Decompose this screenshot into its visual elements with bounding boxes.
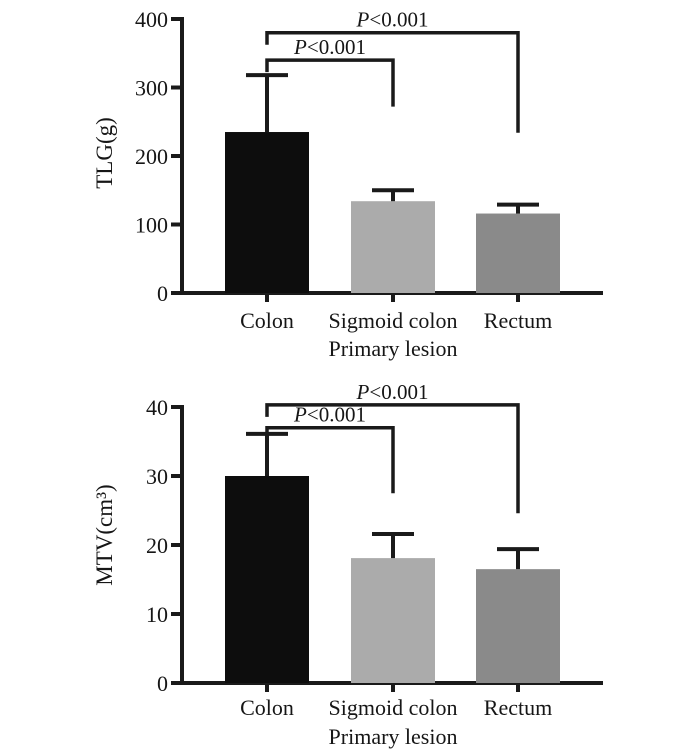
- y-tick-label: 400: [135, 7, 168, 32]
- y-tick-label: 0: [157, 281, 168, 306]
- y-tick-label: 20: [146, 533, 168, 558]
- mtv-bar-chart: 0 10 20 30 40 Colon Sigmoid colon Rectum P<0.001…: [92, 380, 603, 749]
- y-tick-label: 0: [157, 671, 168, 696]
- bar-rectum: [476, 213, 560, 293]
- significance-bracket: [265, 403, 520, 514]
- bar-sigmoid-colon: [351, 558, 435, 683]
- p-value-label: P<0.001: [293, 403, 366, 427]
- bar-colon: [225, 476, 309, 683]
- y-tick-label: 10: [146, 602, 168, 627]
- p-value-label: P<0.001: [293, 35, 366, 59]
- p-value-label: P<0.001: [356, 380, 429, 404]
- bar-sigmoid-colon: [351, 201, 435, 293]
- category-label: Sigmoid colon: [329, 308, 458, 333]
- p-value-label: P<0.001: [356, 8, 429, 32]
- y-axis-title: TLG(g): [92, 117, 117, 189]
- x-axis-title: Primary lesion: [329, 336, 458, 361]
- significance-bracket: [265, 30, 520, 133]
- y-axis-title: MTV(cm³): [92, 484, 117, 585]
- category-label: Rectum: [484, 695, 552, 720]
- y-tick-label: 30: [146, 464, 168, 489]
- category-label: Sigmoid colon: [329, 695, 458, 720]
- y-tick-label: 200: [135, 144, 168, 169]
- tlg-bar-chart: 0 100 200 300 400 Colon Sigmoid colon Rectum P<0…: [92, 7, 603, 361]
- significance-bracket: [265, 425, 395, 494]
- y-tick-label: 100: [135, 213, 168, 238]
- category-label: Rectum: [484, 308, 552, 333]
- bar-rectum: [476, 569, 560, 683]
- category-label: Colon: [240, 308, 294, 333]
- x-axis-title: Primary lesion: [329, 724, 458, 749]
- bar-colon: [225, 132, 309, 293]
- significance-bracket: [265, 58, 395, 107]
- y-tick-label: 300: [135, 76, 168, 101]
- y-tick-label: 40: [146, 395, 168, 420]
- category-label: Colon: [240, 695, 294, 720]
